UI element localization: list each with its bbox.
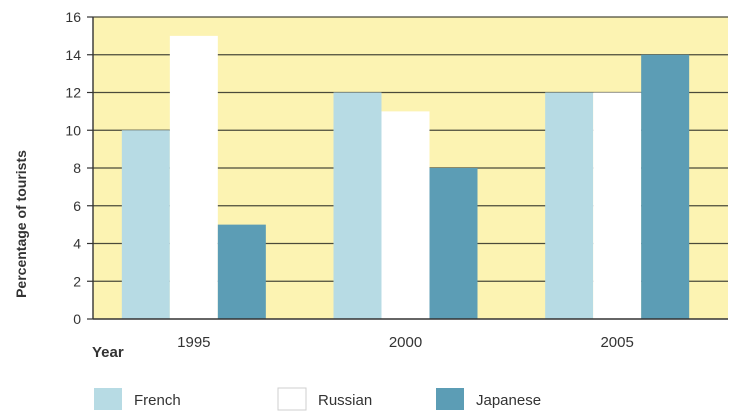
x-tick-label: 2000 [389, 334, 422, 351]
y-tick-label: 10 [65, 122, 81, 138]
y-tick-label: 16 [65, 9, 81, 25]
y-axis-label: Percentage of tourists [13, 150, 29, 298]
legend-label-french: French [134, 392, 181, 409]
y-tick-label: 4 [73, 236, 81, 252]
y-tick-labels: 0 2 4 6 8 10 12 14 16 [65, 9, 93, 327]
y-tick-label: 8 [73, 160, 81, 176]
bar-french-2005 [545, 92, 594, 319]
bar-japanese-2005 [641, 54, 690, 319]
legend-swatch-japanese [436, 388, 464, 410]
y-tick-label: 2 [73, 273, 81, 289]
y-tick-label: 12 [65, 85, 81, 101]
x-tick-label: 2005 [600, 334, 633, 351]
legend-swatch-french [94, 388, 122, 410]
x-tick-labels: 1995 2000 2005 [177, 334, 634, 351]
x-tick-label: 1995 [177, 334, 210, 351]
bars [121, 35, 690, 319]
legend-swatch-russian [277, 387, 307, 411]
legend-label-japanese: Japanese [476, 392, 541, 409]
bar-french-2000 [333, 92, 382, 319]
bar-russian-2005 [593, 92, 642, 319]
bar-japanese-2000 [429, 168, 478, 319]
x-axis-label: Year [92, 344, 124, 361]
bar-french-1995 [121, 130, 170, 319]
bar-russian-2000 [381, 111, 430, 319]
legend-label-russian: Russian [318, 392, 372, 409]
bar-russian-1995 [169, 35, 218, 319]
bar-japanese-1995 [217, 224, 266, 319]
y-tick-label: 6 [73, 198, 81, 214]
y-tick-label: 0 [73, 311, 81, 327]
legend: French Russian Japanese [94, 387, 541, 411]
y-tick-label: 14 [65, 47, 81, 63]
